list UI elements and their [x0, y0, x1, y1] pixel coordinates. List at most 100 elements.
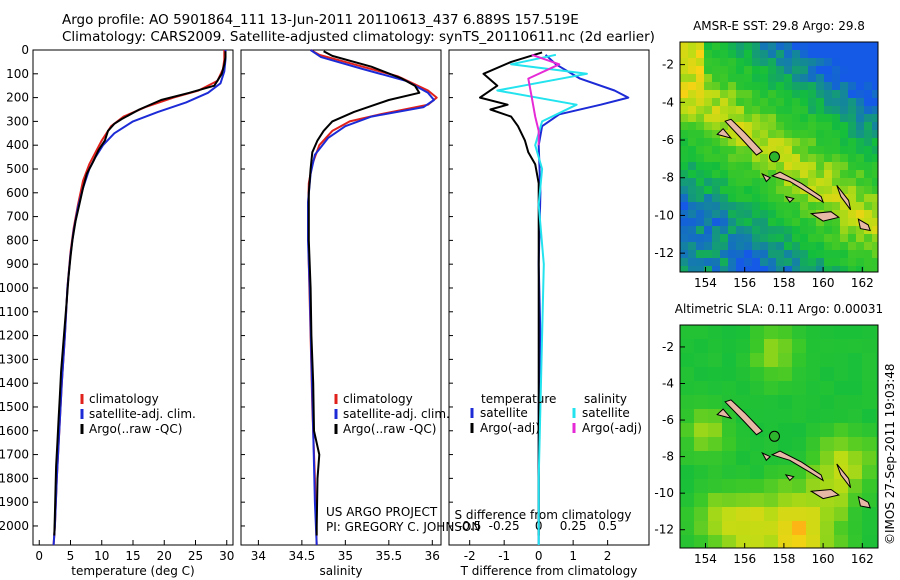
map-cell — [752, 98, 760, 106]
map-ytick-label: -2 — [662, 58, 674, 72]
map-cell — [696, 258, 704, 266]
map-cell — [744, 66, 752, 74]
map-cell — [722, 521, 736, 535]
map-cell — [872, 258, 878, 266]
map-cell — [680, 465, 694, 479]
map-cell — [704, 250, 712, 258]
temperature-frame — [32, 49, 234, 546]
map-ytick-label: -4 — [662, 376, 674, 390]
map-cell — [856, 178, 864, 186]
map-cell — [876, 507, 878, 521]
map-cell — [806, 479, 820, 493]
map-cell — [800, 138, 808, 146]
temperature-ytick-label: 1100 — [0, 305, 29, 319]
map-cell — [784, 186, 792, 194]
map-cell — [848, 437, 862, 451]
map-cell — [736, 122, 744, 130]
map-cell — [696, 50, 704, 58]
temperature-ytick-label: 1700 — [0, 448, 29, 462]
map-cell — [832, 250, 840, 258]
map-cell — [820, 437, 834, 451]
map-cell — [792, 339, 806, 353]
map-cell — [704, 74, 712, 82]
map-cell — [736, 98, 744, 106]
map-cell — [862, 479, 876, 493]
map-cell — [840, 234, 848, 242]
map-cell — [736, 90, 744, 98]
map-cell — [848, 423, 862, 437]
difference-s-xlabel: S difference from climatology — [455, 508, 632, 522]
map-cell — [824, 258, 832, 266]
map-cell — [760, 130, 768, 138]
map-cell — [820, 353, 834, 367]
map-cell — [744, 146, 752, 154]
map-cell — [712, 258, 720, 266]
map-cell — [760, 218, 768, 226]
map-cell — [750, 479, 764, 493]
map-cell — [736, 451, 750, 465]
map-cell — [792, 242, 800, 250]
map-cell — [776, 98, 784, 106]
map-cell — [848, 138, 856, 146]
map-cell — [768, 90, 776, 98]
map-cell — [712, 202, 720, 210]
map-cell — [856, 90, 864, 98]
map-cell — [720, 138, 728, 146]
map-cell — [872, 218, 878, 226]
map-cell — [808, 74, 816, 82]
map-frame — [679, 324, 879, 549]
map-cell — [694, 451, 708, 465]
difference-s-tick-label: 0.25 — [560, 519, 587, 533]
map-cell — [840, 138, 848, 146]
map-cell — [864, 186, 872, 194]
map-cell — [694, 353, 708, 367]
map-cell — [752, 226, 760, 234]
map-cell — [694, 409, 708, 423]
map-cell — [760, 250, 768, 258]
map-cell — [752, 250, 760, 258]
map-cell — [876, 353, 878, 367]
map-cell — [776, 114, 784, 122]
map-cell — [876, 381, 878, 395]
map-cell — [704, 218, 712, 226]
map-cell — [680, 90, 688, 98]
map-cell — [806, 367, 820, 381]
map-cell — [708, 451, 722, 465]
map-cell — [696, 154, 704, 162]
temperature-ytick-label: 200 — [6, 91, 29, 105]
map-cell — [876, 367, 878, 381]
map-cell — [776, 234, 784, 242]
map-cell — [720, 218, 728, 226]
map-cell — [720, 90, 728, 98]
temperature-xlabel: temperature (deg C) — [71, 564, 194, 578]
map-cell — [864, 234, 872, 242]
map-cell — [696, 74, 704, 82]
map-cell — [820, 395, 834, 409]
map-cell — [816, 50, 824, 58]
temperature-ytick-label: 0 — [21, 43, 29, 57]
map-cell — [688, 178, 696, 186]
map-cell — [750, 521, 764, 535]
map-cell — [680, 479, 694, 493]
map-cell — [752, 90, 760, 98]
map-cell — [848, 154, 856, 162]
map-cell — [760, 42, 768, 50]
map-cell — [720, 162, 728, 170]
difference-s-tick-label: -0.5 — [458, 519, 481, 533]
map-cell — [708, 381, 722, 395]
map-cell — [760, 82, 768, 90]
map-cell — [864, 146, 872, 154]
map-cell — [696, 130, 704, 138]
map-cell — [816, 122, 824, 130]
map-cell — [876, 409, 878, 423]
map-cell — [834, 325, 848, 339]
map-cell — [680, 114, 688, 122]
map-cell — [808, 218, 816, 226]
difference-series-t-argo-adj- — [479, 51, 543, 536]
map-cell — [848, 226, 856, 234]
map-cell — [722, 535, 736, 548]
map-cell — [704, 226, 712, 234]
map-cell — [808, 122, 816, 130]
map-cell — [712, 66, 720, 74]
map-cell — [824, 234, 832, 242]
